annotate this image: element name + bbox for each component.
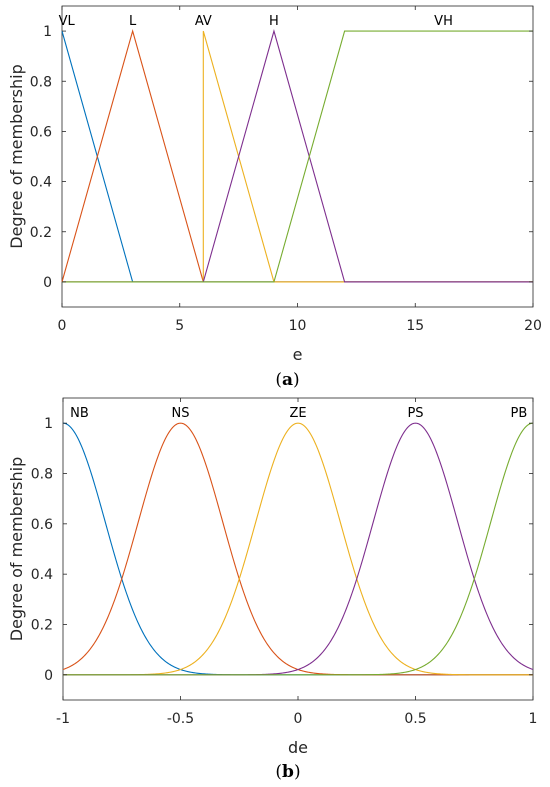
caption-open: ( — [275, 762, 282, 782]
y-tick-label: 1 — [44, 416, 53, 432]
series-label-nb: NB — [70, 406, 89, 421]
y-tick-label: 0 — [43, 275, 52, 291]
y-tick-label: 0.2 — [30, 225, 52, 241]
caption-open: ( — [275, 370, 282, 390]
plot-area-frame — [62, 397, 534, 701]
x-axis-label: de — [288, 738, 308, 757]
figure-caption: (b) — [275, 762, 300, 782]
x-tick-label: 20 — [524, 318, 542, 334]
x-axis-label: e — [293, 345, 303, 364]
series-line-ze — [63, 422, 533, 676]
series-label-ns: NS — [172, 406, 190, 421]
y-tick-label: 0.4 — [31, 567, 53, 583]
series-label-vl: VL — [59, 14, 76, 29]
caption-letter: b — [282, 762, 294, 782]
series-line-vh — [62, 30, 533, 283]
x-tick-label: -0.5 — [167, 711, 194, 727]
series-label-av: AV — [195, 14, 212, 29]
series-line-nb — [62, 422, 533, 676]
y-tick-label: 1 — [43, 24, 52, 40]
figure-caption: (a) — [275, 370, 299, 390]
caption-close: ) — [294, 762, 301, 782]
y-tick-label: 0 — [44, 668, 53, 684]
x-tick-label: 0 — [58, 318, 67, 334]
x-tick-label: -1 — [56, 711, 70, 727]
series-line-h — [62, 29, 533, 283]
series-line-pb — [63, 422, 534, 676]
x-tick-label: 1 — [529, 711, 538, 727]
series-label-pb: PB — [511, 406, 528, 421]
y-axis-label: Degree of membership — [7, 64, 26, 249]
x-tick-label: 0 — [294, 711, 303, 727]
series-line-vl — [61, 30, 533, 283]
series-group: NB NS ZE PS PB — [62, 406, 534, 676]
x-tick-label: 15 — [406, 318, 424, 334]
series-line-l — [61, 29, 533, 283]
y-tick-label: 0.2 — [31, 618, 53, 634]
series-label-ps: PS — [407, 406, 423, 421]
series-line-av — [62, 30, 533, 283]
series-line-ps — [63, 422, 534, 676]
x-tick-label: 0.5 — [404, 711, 426, 727]
caption-close: ) — [293, 370, 300, 390]
y-axis-label: Degree of membership — [7, 457, 26, 642]
x-tick-label: 5 — [175, 318, 184, 334]
x-tick-label: 10 — [289, 318, 307, 334]
chart-a: VL L AV H VH 0 5 10 15 20 0 0.2 0.4 0.6 0.8 1 e Degree of… — [7, 5, 542, 390]
series-group: VL L AV H VH — [59, 14, 533, 283]
y-tick-label: 0.6 — [30, 124, 52, 140]
series-line-ns — [62, 422, 533, 676]
series-label-h: H — [269, 14, 279, 29]
y-tick-label: 0.8 — [30, 74, 52, 90]
chart-b: NB NS ZE PS PB -1 -0.5 0 0.5 1 0 0.2 0.4 0.6 0.8 1 de Deg… — [7, 397, 538, 782]
series-label-ze: ZE — [289, 406, 306, 421]
series-label-vh: VH — [434, 14, 453, 29]
y-tick-label: 0.4 — [30, 175, 52, 191]
caption-letter: a — [282, 370, 293, 390]
plot-area-frame — [61, 5, 534, 308]
y-tick-label: 0.8 — [31, 467, 53, 483]
y-tick-label: 0.6 — [31, 517, 53, 533]
series-label-l: L — [129, 14, 137, 29]
